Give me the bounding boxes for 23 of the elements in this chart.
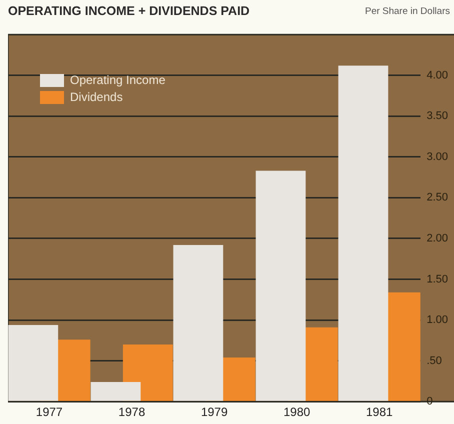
y-tick-label: 1.00 [426,314,448,326]
y-tick-label: 3.50 [426,110,448,122]
bar [90,382,141,401]
y-tick-label: 2.00 [426,232,448,245]
y-tick-label: 0 [426,396,433,408]
bar [8,324,58,401]
legend-label: Dividends [70,89,123,106]
y-tick-label: 1.50 [426,273,448,286]
y-tick-label: 3.00 [426,150,448,163]
x-tick-label: 1978 [118,405,146,420]
legend-label: Operating Income [70,72,166,89]
x-tick-label: 1981 [366,405,393,420]
y-tick-label: 2.50 [426,192,448,204]
x-tick-label: 1980 [283,405,310,420]
bar [338,66,388,401]
chart-subtitle: Per Share in Dollars [364,6,450,17]
bar [173,245,224,401]
x-tick-label: 1977 [36,405,63,420]
x-tick-label: 1979 [200,405,228,420]
y-tick-label: .50 [426,354,442,367]
y-tick-label: 4.00 [426,69,448,82]
chart-title: OPERATING INCOME + DIVIDENDS PAID [8,4,250,18]
bar [256,170,306,401]
